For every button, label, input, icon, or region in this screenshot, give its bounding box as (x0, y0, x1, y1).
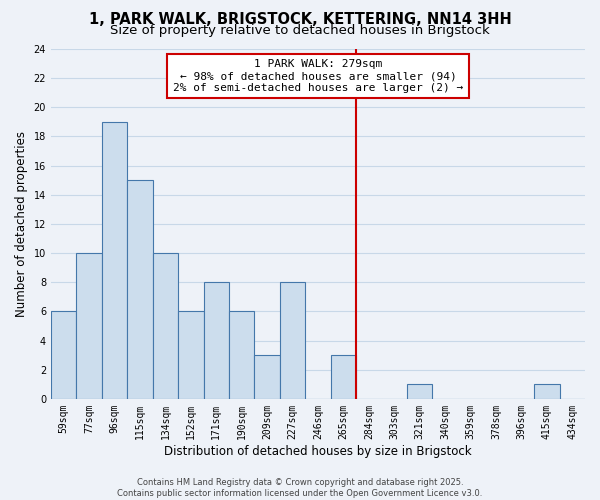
Bar (178, 312, 203, 399)
Bar (280, 282, 305, 399)
Text: Size of property relative to detached houses in Brigstock: Size of property relative to detached ho… (110, 24, 490, 37)
Text: 1, PARK WALK, BRIGSTOCK, KETTERING, NN14 3HH: 1, PARK WALK, BRIGSTOCK, KETTERING, NN14… (89, 12, 511, 28)
Bar (534, 384, 560, 399)
Bar (152, 253, 178, 399)
Bar (203, 282, 229, 399)
Bar (331, 355, 356, 399)
Bar (254, 355, 280, 399)
Bar (76, 253, 102, 399)
Bar (407, 384, 433, 399)
X-axis label: Distribution of detached houses by size in Brigstock: Distribution of detached houses by size … (164, 444, 472, 458)
Bar (127, 180, 152, 399)
Bar (102, 122, 127, 399)
Bar (229, 312, 254, 399)
Text: Contains HM Land Registry data © Crown copyright and database right 2025.
Contai: Contains HM Land Registry data © Crown c… (118, 478, 482, 498)
Bar (51, 312, 76, 399)
Y-axis label: Number of detached properties: Number of detached properties (15, 131, 28, 317)
Text: 1 PARK WALK: 279sqm
← 98% of detached houses are smaller (94)
2% of semi-detache: 1 PARK WALK: 279sqm ← 98% of detached ho… (173, 60, 463, 92)
